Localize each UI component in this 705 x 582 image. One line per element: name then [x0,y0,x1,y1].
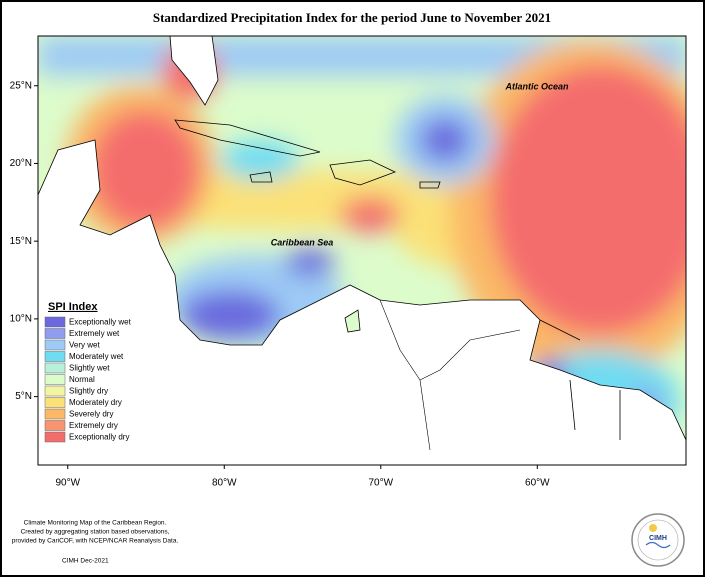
legend-swatch [44,420,66,431]
legend-swatch [44,339,66,351]
footer-line: provided by CariCOF, with NCEP/NCAR Rean… [12,538,179,545]
ocean-label: Atlantic Ocean [504,81,569,91]
spi-field [38,36,686,465]
x-tick-label: 60°W [525,478,550,489]
y-tick-label: 25°N [10,80,32,91]
footer: Climate Monitoring Map of the Caribbean … [12,520,179,565]
legend-swatch [44,397,66,408]
legend-label: Slightly dry [69,387,108,396]
legend-label: Exceptionally wet [69,318,132,327]
y-tick-label: 15°N [10,236,32,247]
logo-text: CIMH [649,535,667,542]
y-tick-label: 10°N [10,314,32,325]
legend-swatch [44,408,66,420]
legend-label: Extremely dry [69,421,118,430]
legend-label: Severely dry [69,410,113,419]
legend-title: SPI Index [48,301,98,313]
legend-swatch [44,385,66,397]
map-title: Standardized Precipitation Index for the… [153,10,551,25]
legend-label: Normal [69,375,95,384]
legend-label: Slightly wet [69,364,110,373]
legend-label: Extremely wet [69,329,120,338]
sea-label: Caribbean Sea [271,237,334,247]
legend-swatch [44,362,66,374]
legend-swatch [44,328,66,339]
y-tick-label: 5°N [15,391,32,402]
legend-swatch [44,351,66,362]
map-frame [37,35,687,466]
legend-swatch [44,316,66,328]
footer-line: Created by aggregating station based obs… [21,529,170,536]
x-tick-label: 90°W [55,478,80,489]
legend-swatch [44,431,66,443]
logo: CIMH [631,513,685,567]
legend-label: Exceptionally dry [69,433,129,442]
legend-swatch [44,374,66,385]
legend-label: Moderately wet [69,352,124,361]
legend-label: Moderately dry [69,398,122,407]
x-tick-label: 80°W [212,478,237,489]
x-tick-label: 70°W [369,478,394,489]
footer-line: Climate Monitoring Map of the Caribbean … [24,520,167,527]
legend-label: Very wet [69,341,100,350]
legend: SPI Index Exceptionally wet Extremely wet… [44,301,132,443]
y-tick-label: 20°N [10,158,32,169]
footer-date: CIMH Dec-2021 [62,558,109,565]
